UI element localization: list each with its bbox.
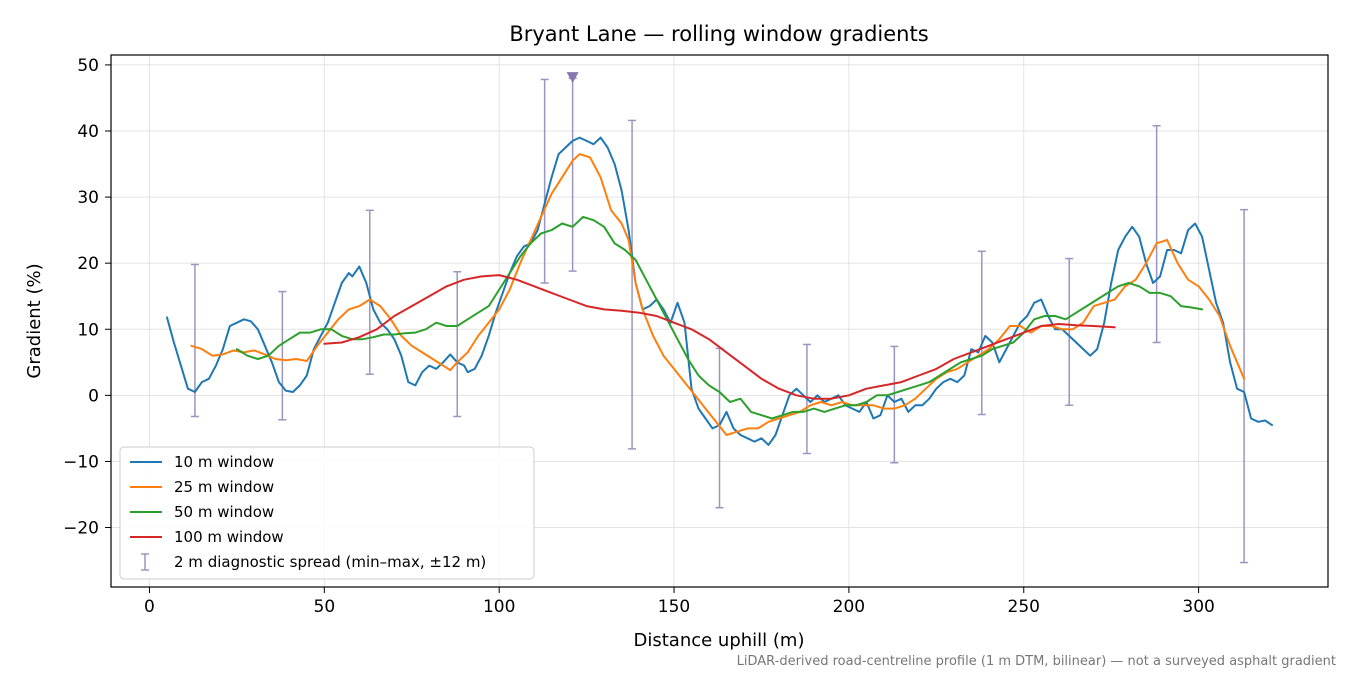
y-axis-label: Gradient (%) <box>24 263 45 378</box>
chart-title: Bryant Lane — rolling window gradients <box>509 22 928 46</box>
y-tick-label: 10 <box>77 320 99 340</box>
series-line-10-m-window <box>166 136 1273 446</box>
x-axis-label: Distance uphill (m) <box>634 630 805 651</box>
axes-frame <box>110 54 1329 588</box>
y-tick-label: −10 <box>63 452 99 472</box>
plot-area <box>166 72 1273 564</box>
diagnostic-error-bar <box>1152 124 1161 344</box>
diagnostic-error-bar <box>890 345 899 464</box>
series-line-25-m-window <box>190 153 1246 436</box>
legend-label: 2 m diagnostic spread (min–max, ±12 m) <box>174 553 486 571</box>
legend-label: 10 m window <box>174 453 274 471</box>
axis-ticks: 0 50 100 150 200 250 300 −20 −10 0 10 20 30 40 50 <box>63 56 1215 617</box>
legend-box <box>119 446 535 580</box>
y-tick-label: −20 <box>63 519 99 539</box>
diagnostic-error-bar <box>1065 257 1074 407</box>
y-tick-label: 50 <box>77 56 99 76</box>
diagnostic-error-bar <box>1240 208 1249 564</box>
legend: 10 m window 25 m window 50 m window 100 m w… <box>119 446 535 580</box>
diagnostic-error-bar <box>628 119 637 450</box>
x-tick-label: 150 <box>658 597 690 617</box>
diagnostic-error-bar <box>540 78 549 284</box>
diagnostic-error-bar <box>977 250 986 416</box>
y-tick-label: 0 <box>88 386 99 406</box>
x-tick-label: 0 <box>144 597 155 617</box>
x-tick-label: 250 <box>1008 597 1040 617</box>
x-tick-label: 200 <box>833 597 865 617</box>
source-note: LiDAR-derived road-centreline profile (1… <box>737 654 1336 669</box>
series-line-100-m-window <box>323 274 1116 400</box>
legend-label: 25 m window <box>174 478 274 496</box>
legend-label: 50 m window <box>174 503 274 521</box>
diagnostic-error-bar <box>453 271 462 418</box>
y-tick-label: 20 <box>77 254 99 274</box>
diagnostic-error-bar <box>278 290 287 421</box>
legend-label: 100 m window <box>174 528 284 546</box>
series-line-50-m-window <box>235 215 1204 420</box>
y-tick-label: 30 <box>77 188 99 208</box>
peak-marker-triangle <box>566 72 579 84</box>
x-tick-label: 100 <box>483 597 515 617</box>
x-tick-label: 300 <box>1182 597 1214 617</box>
x-tick-label: 50 <box>314 597 336 617</box>
y-tick-label: 40 <box>77 122 99 142</box>
